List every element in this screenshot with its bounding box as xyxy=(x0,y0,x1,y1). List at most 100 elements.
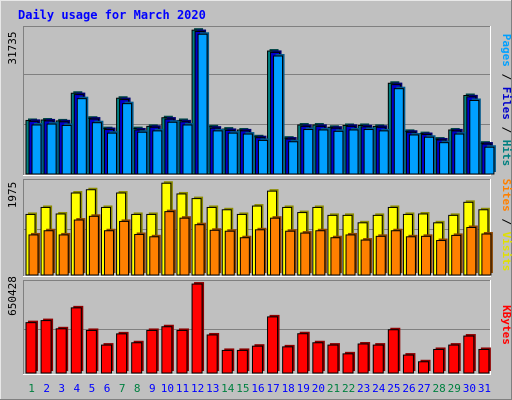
bar-pages-day-28 xyxy=(439,140,451,175)
series-axis-label: Pages / Files / Hits xyxy=(500,34,512,167)
bar-sites-day-30 xyxy=(466,225,478,276)
bar-pages-day-5 xyxy=(91,120,104,175)
bar-pages-day-8 xyxy=(137,130,149,175)
x-tick-label: 6 xyxy=(104,382,111,395)
bar-sites-day-15 xyxy=(239,235,252,276)
x-tick-label: 5 xyxy=(89,382,96,395)
bar-kbytes-day-18 xyxy=(282,344,295,374)
bar-kbytes-day-3 xyxy=(55,326,69,374)
x-tick-label: 9 xyxy=(149,382,156,395)
bar-pages-day-21 xyxy=(333,129,345,175)
bar-sites-day-5 xyxy=(88,214,101,276)
series-axis-label: Sites / Visits xyxy=(500,179,512,272)
x-tick-label: 2 xyxy=(43,382,50,395)
chart-panel-1: 31735 Pages / Files / Hits xyxy=(6,26,512,176)
bar-kbytes-day-13 xyxy=(206,332,220,374)
bar-kbytes-day-27 xyxy=(418,359,431,374)
bar-sites-day-11 xyxy=(179,216,191,276)
bar-kbytes-day-4 xyxy=(70,305,84,374)
x-tick-label: 27 xyxy=(417,382,430,395)
bar-sites-day-29 xyxy=(451,233,463,276)
series-axis-label: KBytes xyxy=(500,305,512,345)
bar-kbytes-day-28 xyxy=(433,347,446,374)
bar-pages-day-19 xyxy=(303,127,315,175)
chart-panels: 31735 Pages / Files / Hits 1975 Sites / Vis… xyxy=(6,26,512,375)
bar-pages-day-6 xyxy=(106,131,119,175)
y-max-label: 31735 xyxy=(6,31,19,64)
x-tick-label: 31 xyxy=(478,382,491,395)
bar-kbytes-day-30 xyxy=(463,334,476,374)
bar-sites-day-13 xyxy=(209,228,222,276)
bar-kbytes-day-25 xyxy=(387,327,401,374)
x-tick-label: 29 xyxy=(448,382,461,395)
series-axis-label-part: Files xyxy=(500,87,512,120)
bar-sites-day-2 xyxy=(43,228,56,276)
bar-kbytes-day-19 xyxy=(297,331,310,374)
bar-pages-day-26 xyxy=(408,132,421,175)
bar-sites-day-31 xyxy=(481,232,493,276)
bar-sites-day-20 xyxy=(315,228,327,276)
bar-pages-day-25 xyxy=(393,86,406,175)
bar-kbytes-day-17 xyxy=(267,314,280,374)
bar-pages-day-11 xyxy=(182,122,194,175)
bar-pages-day-14 xyxy=(227,131,240,175)
bar-pages-day-27 xyxy=(424,135,436,175)
x-tick-label: 28 xyxy=(433,382,446,395)
bar-kbytes-day-6 xyxy=(100,343,114,374)
bar-pages-day-7 xyxy=(122,101,134,175)
bar-kbytes-day-10 xyxy=(161,324,174,374)
x-tick-label: 15 xyxy=(236,382,249,395)
bar-kbytes-day-12 xyxy=(191,282,205,374)
bar-sites-day-3 xyxy=(58,232,71,276)
bar-sites-day-6 xyxy=(103,228,116,276)
x-tick-label: 25 xyxy=(387,382,400,395)
bar-sites-day-17 xyxy=(270,216,282,276)
x-tick-label: 30 xyxy=(463,382,476,395)
series-axis-label-part: KBytes xyxy=(500,305,512,345)
bar-sites-day-10 xyxy=(164,209,176,276)
bar-pages-day-30 xyxy=(469,98,481,175)
bar-kbytes-day-11 xyxy=(176,328,189,374)
bar-kbytes-day-22 xyxy=(342,351,356,374)
bar-pages-day-15 xyxy=(242,132,255,175)
bar-pages-day-17 xyxy=(273,54,285,175)
bar-kbytes-day-20 xyxy=(312,340,325,374)
bar-kbytes-day-5 xyxy=(85,328,99,374)
bar-sites-day-18 xyxy=(285,229,297,276)
bar-kbytes-day-7 xyxy=(116,331,129,374)
x-tick-label: 8 xyxy=(134,382,141,395)
y-max-label: 650428 xyxy=(6,276,19,316)
bar-sites-day-27 xyxy=(421,234,433,276)
x-tick-label: 13 xyxy=(206,382,219,395)
bar-sites-day-19 xyxy=(300,231,312,276)
x-tick-label: 11 xyxy=(176,382,189,395)
bar-pages-day-13 xyxy=(212,128,225,175)
bar-kbytes-day-24 xyxy=(372,343,386,374)
series-axis-label-part: Visits xyxy=(500,232,512,272)
y-max-label: 1975 xyxy=(6,182,19,209)
bar-kbytes-day-14 xyxy=(221,348,235,374)
bar-kbytes-day-23 xyxy=(357,341,371,374)
x-tick-label: 1 xyxy=(28,382,35,395)
bar-pages-day-31 xyxy=(484,145,496,175)
x-tick-label: 20 xyxy=(312,382,325,395)
chart-panel-3: 650428 KBytes xyxy=(6,276,512,375)
x-tick-label: 21 xyxy=(327,382,340,395)
bar-kbytes-day-2 xyxy=(40,318,54,374)
bar-pages-day-18 xyxy=(288,139,300,175)
bar-sites-day-22 xyxy=(345,232,358,276)
bar-pages-day-2 xyxy=(46,122,59,175)
bar-sites-day-25 xyxy=(390,228,403,276)
bar-sites-day-9 xyxy=(149,234,161,276)
series-axis-label-part: / xyxy=(500,212,512,232)
x-tick-label: 12 xyxy=(191,382,204,395)
bar-kbytes-day-9 xyxy=(146,328,159,374)
x-tick-label: 3 xyxy=(58,382,65,395)
bar-kbytes-day-29 xyxy=(448,343,461,374)
series-axis-label-part: Hits xyxy=(500,140,512,167)
bar-pages-day-23 xyxy=(363,127,376,175)
x-tick-label: 22 xyxy=(342,382,355,395)
series-axis-label-part: Sites xyxy=(500,179,512,212)
bar-pages-day-4 xyxy=(76,96,89,175)
bar-sites-day-16 xyxy=(254,227,267,276)
